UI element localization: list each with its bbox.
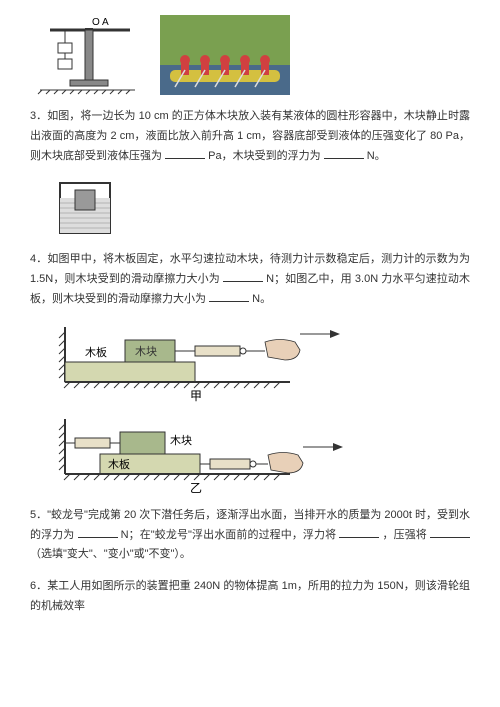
label-plank-yi: 木板 [108,457,130,471]
label-oa: O A [92,17,109,28]
q5-text-b: N；在"蛟龙号"浮出水面前的过程中，浮力将 [121,529,337,541]
q3-blank-2 [324,147,364,159]
label-block-yi: 木块 [170,434,192,447]
q4-text-c: N。 [252,293,271,305]
crane-diagram: O A [30,15,140,95]
label-yi: 乙 [190,481,202,494]
q4-blank-1 [223,270,263,282]
q4-blank-2 [209,290,249,302]
q5-blank-3 [430,526,470,538]
question-5: 5．"蛟龙号"完成第 20 次下潜任务后，逐渐浮出水面，当排开水的质量为 200… [30,506,470,565]
question-4: 4．如图甲中，将木板固定，水平匀速拉动木块，待测力计示数稳定后，测力计的示数为为… [30,250,470,309]
q5-blank-2 [339,526,379,538]
q5-text-c: ，压强将 [383,529,427,541]
q4-figure-yi: 木块 木板 乙 [50,414,470,494]
label-jia: 甲 [190,389,202,402]
q5-blank-1 [78,526,118,538]
label-block-jia: 木块 [135,345,157,358]
label-plank-jia: 木板 [85,345,107,359]
q6-text-a: 6．某工人用如图所示的装置把重 240N 的物体提高 1m，所用的拉力为 150… [30,580,470,612]
q4-figure-jia: 木板 木块 甲 [50,322,470,402]
figure-row-top: O A [30,15,470,95]
question-6: 6．某工人用如图所示的装置把重 240N 的物体提高 1m，所用的拉力为 150… [30,577,470,617]
q5-text-d: （选填"变大"、"变小"或"不变"）。 [30,548,191,560]
q3-figure [50,178,470,238]
q3-text-c: N。 [367,150,386,162]
q3-text-b: Pa，木块受到的浮力为 [208,150,320,162]
rowing-photo [160,15,290,95]
question-3: 3．如图，将一边长为 10 cm 的正方体木块放入装有某液体的圆柱形容器中，木块… [30,107,470,166]
q3-blank-1 [165,147,205,159]
